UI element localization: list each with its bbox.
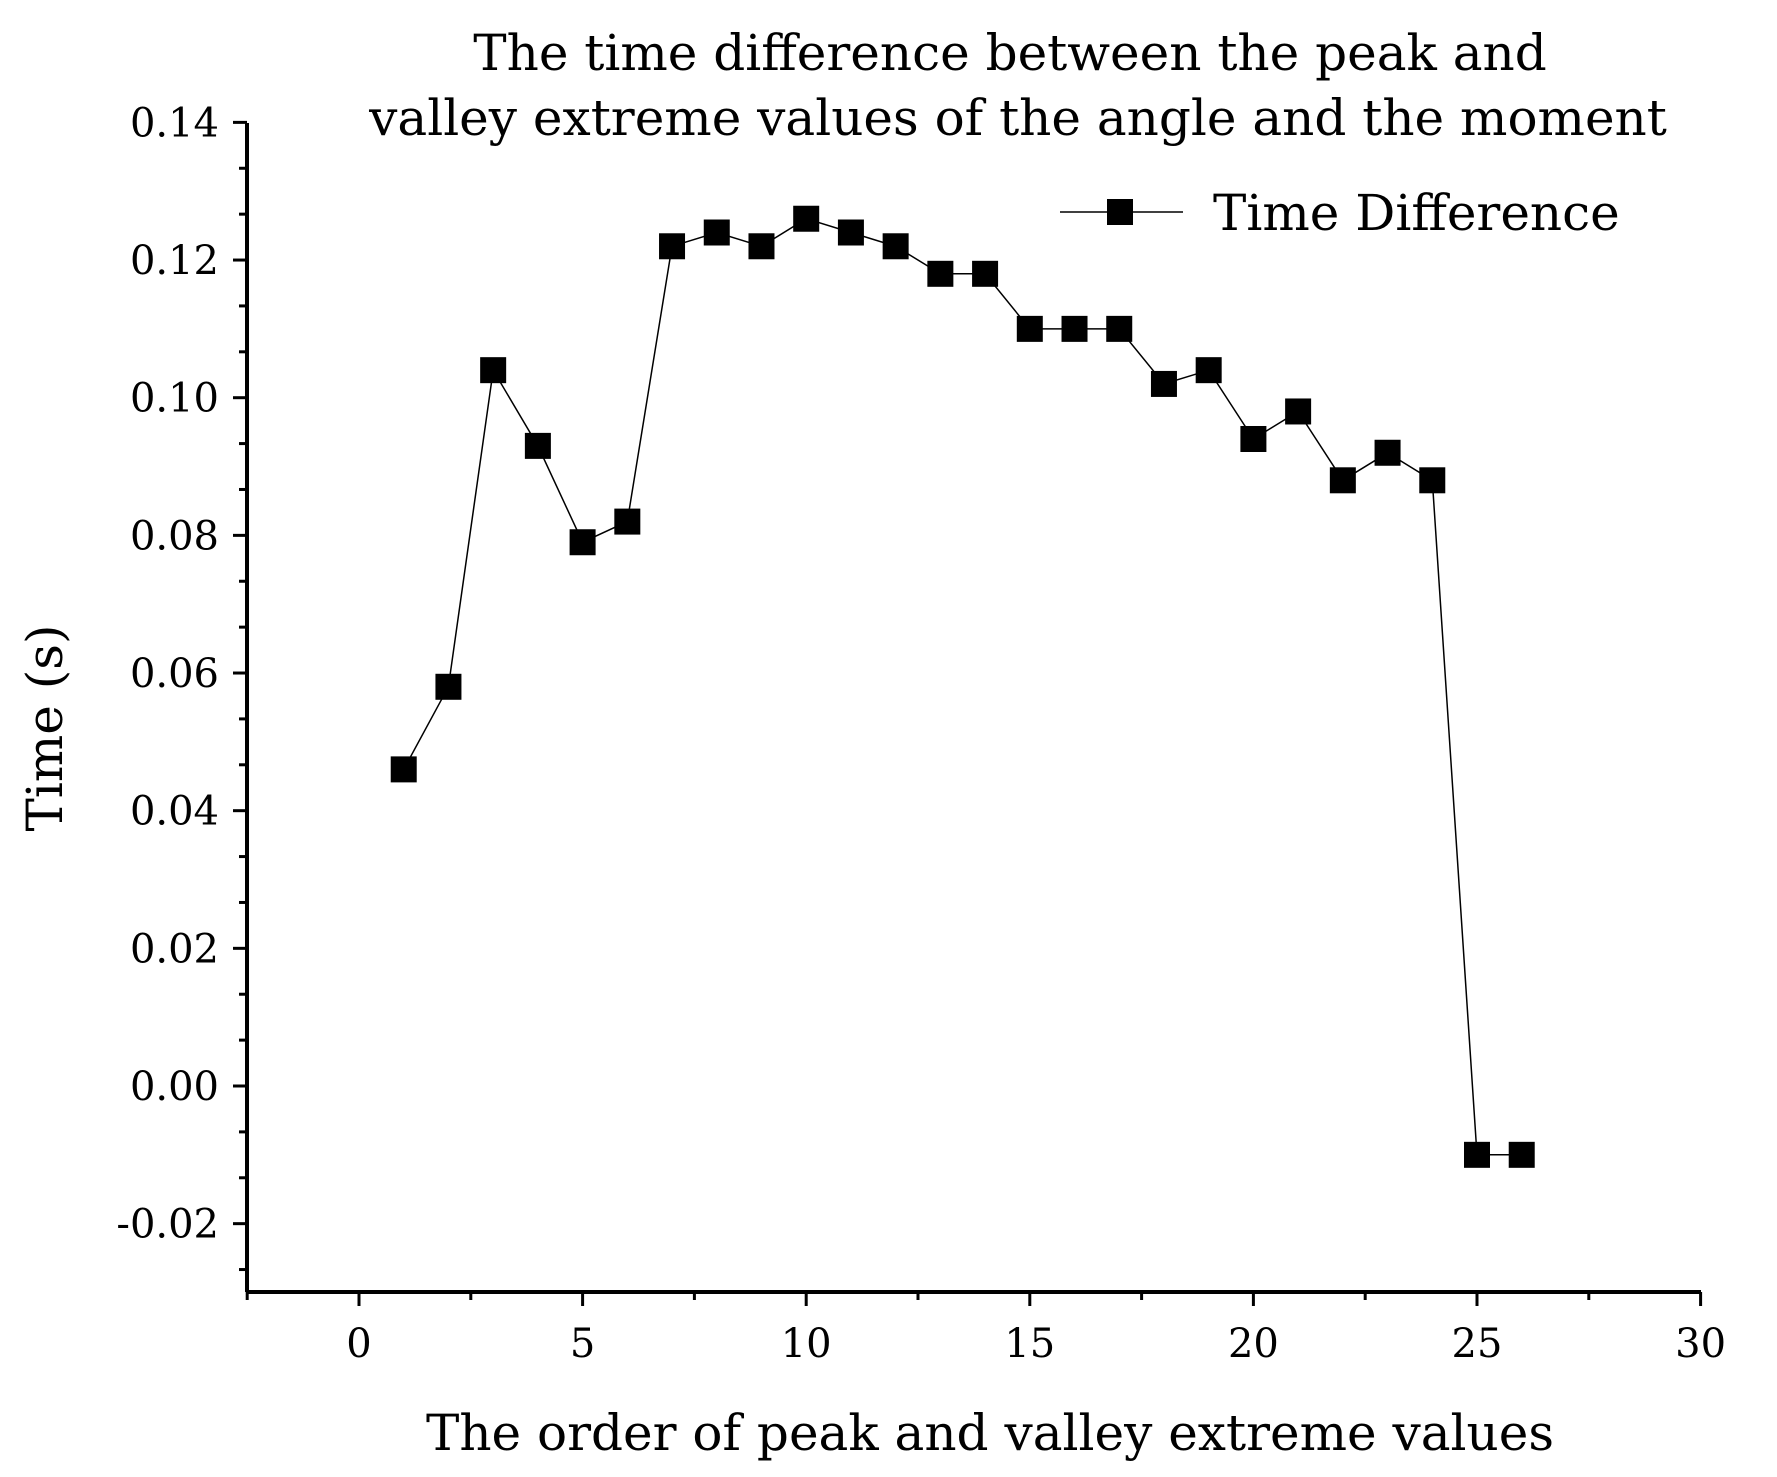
series-line	[403, 217, 1522, 1156]
chart-title-line-2: valley extreme values of the angle and t…	[368, 89, 1667, 147]
y-tick-label: 0.02	[130, 926, 219, 972]
data-point	[972, 260, 999, 287]
y-tick-label: 0.12	[130, 238, 219, 284]
data-point	[614, 508, 641, 535]
x-ticks: 0 5 10 15 20 25 30	[245, 1292, 1726, 1367]
data-point	[1464, 1141, 1490, 1168]
data-point	[793, 205, 820, 232]
y-tick-label: 0.10	[130, 376, 219, 422]
x-axis-label: The order of peak and valley extreme val…	[426, 1404, 1554, 1462]
y-tick-label: 0.00	[130, 1064, 219, 1110]
data-point	[1419, 467, 1446, 494]
x-tick-label: 5	[570, 1321, 595, 1367]
data-point	[1106, 315, 1133, 342]
data-point	[1016, 315, 1043, 342]
y-tick-label: -0.02	[116, 1202, 219, 1248]
data-point	[837, 219, 864, 246]
data-point	[1061, 315, 1088, 342]
data-point	[480, 357, 507, 384]
data-point	[435, 673, 462, 700]
data-point	[390, 756, 417, 783]
data-point	[927, 260, 954, 287]
legend: Time Difference	[1060, 184, 1620, 242]
data-point	[659, 233, 686, 260]
x-tick-label: 25	[1452, 1321, 1503, 1367]
data-point	[882, 233, 909, 260]
y-tick-label: 0.08	[130, 513, 219, 559]
axes	[245, 123, 1701, 1294]
y-axis-label: Time (s)	[16, 625, 74, 832]
y-tick-label: 0.14	[130, 100, 219, 146]
legend-marker	[1107, 199, 1133, 225]
data-point	[1508, 1141, 1535, 1168]
y-ticks: -0.02 0.00 0.02 0.04 0.06 0.08 0.10 0.12 0.14	[116, 100, 247, 1272]
data-point	[524, 432, 551, 459]
x-tick-label: 15	[1004, 1321, 1055, 1367]
data-point	[1240, 425, 1267, 452]
x-tick-label: 10	[781, 1321, 832, 1367]
data-point	[1329, 467, 1356, 494]
data-point	[748, 233, 775, 260]
series-markers	[390, 205, 1535, 1168]
y-tick-label: 0.04	[130, 789, 219, 835]
data-point	[1374, 439, 1401, 466]
data-point	[1195, 357, 1222, 384]
data-point	[1150, 370, 1177, 397]
x-tick-label: 30	[1675, 1321, 1726, 1367]
x-tick-label: 0	[346, 1321, 371, 1367]
chart-title: The time difference between the peak and…	[368, 24, 1667, 147]
data-point	[1285, 398, 1312, 425]
y-tick-label: 0.06	[130, 651, 219, 697]
chart-title-line-1: The time difference between the peak and	[473, 24, 1546, 82]
data-point	[569, 529, 596, 556]
x-tick-label: 20	[1228, 1321, 1279, 1367]
data-point	[703, 219, 730, 246]
series-time-difference	[390, 205, 1535, 1168]
legend-label: Time Difference	[1213, 184, 1620, 242]
